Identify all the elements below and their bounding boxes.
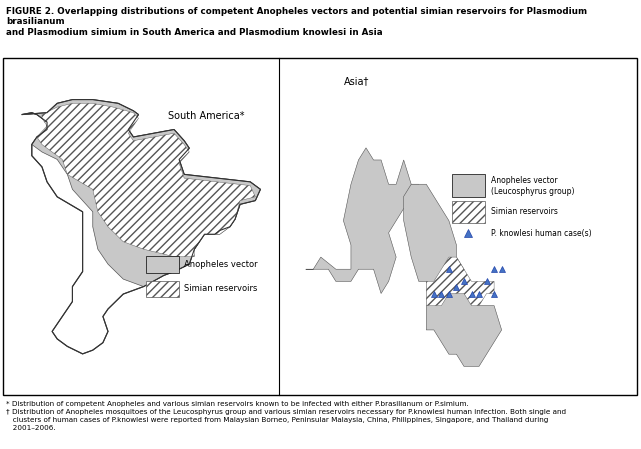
- Text: Asia†: Asia†: [344, 76, 369, 86]
- Polygon shape: [146, 281, 179, 297]
- Text: Simian reservoirs: Simian reservoirs: [184, 284, 258, 293]
- Text: Anopheles vector
(Leucosphyrus group): Anopheles vector (Leucosphyrus group): [491, 176, 574, 196]
- Text: FIGURE 2. Overlapping distributions of competent Anopheles vectors and potential: FIGURE 2. Overlapping distributions of c…: [6, 7, 588, 36]
- Polygon shape: [452, 201, 485, 224]
- Polygon shape: [37, 103, 255, 257]
- Polygon shape: [22, 100, 260, 354]
- Text: Anopheles vector: Anopheles vector: [184, 260, 258, 269]
- Text: Simian reservoirs: Simian reservoirs: [491, 207, 558, 216]
- Text: P. knowlesi human case(s): P. knowlesi human case(s): [491, 229, 592, 238]
- Polygon shape: [146, 256, 179, 273]
- Polygon shape: [404, 184, 502, 366]
- Polygon shape: [22, 100, 260, 286]
- Text: South America*: South America*: [168, 111, 244, 121]
- Polygon shape: [426, 257, 494, 306]
- Text: * Distribution of competent Anopheles and various simian reservoirs known to be : * Distribution of competent Anopheles an…: [6, 401, 567, 431]
- Polygon shape: [452, 174, 485, 197]
- Polygon shape: [306, 148, 419, 294]
